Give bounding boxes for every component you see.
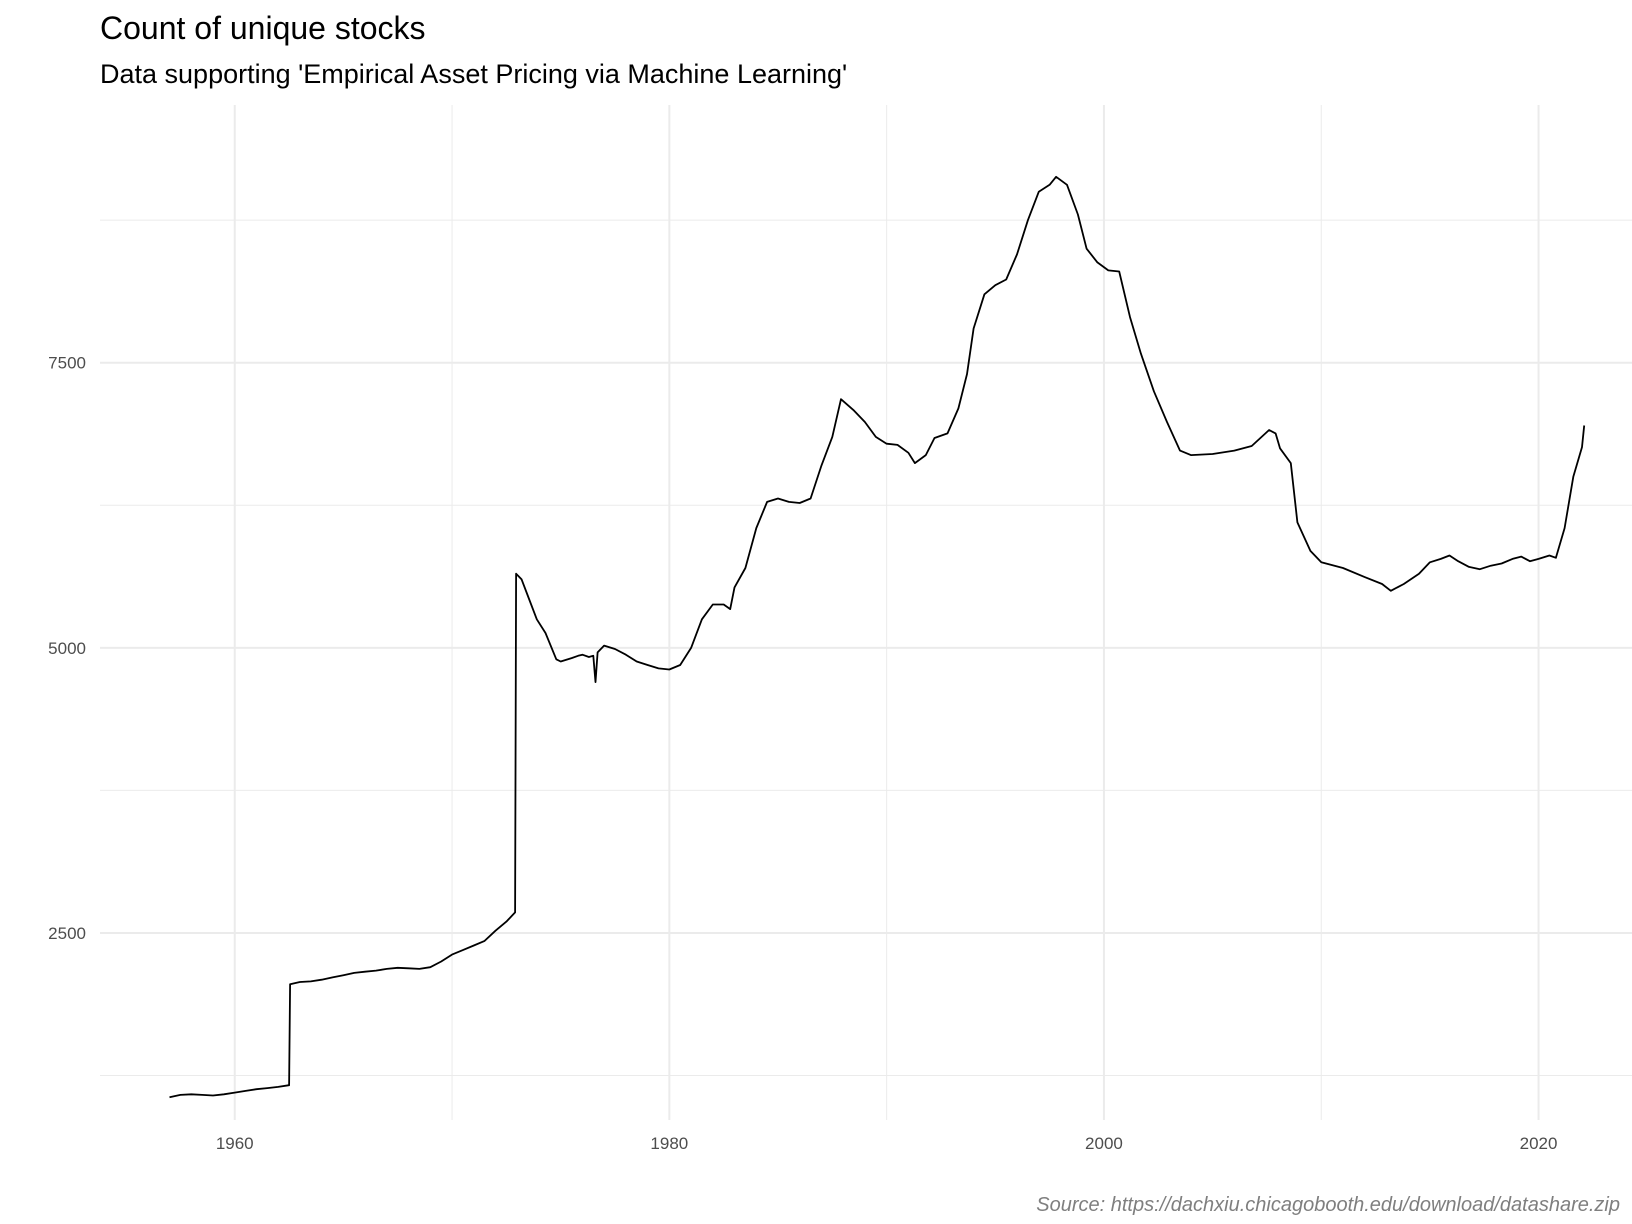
chart-caption: Source: https://dachxiu.chicagobooth.edu… <box>1036 1194 1620 1216</box>
x-tick-label: 2000 <box>1085 1134 1123 1153</box>
y-tick-label: 2500 <box>48 924 86 943</box>
x-tick-label: 1960 <box>216 1134 254 1153</box>
chart-title: Count of unique stocks <box>100 10 426 46</box>
x-tick-label: 1980 <box>650 1134 688 1153</box>
series-layer <box>169 175 1586 1099</box>
grid-lines <box>100 105 1632 1120</box>
y-tick-label: 7500 <box>48 354 86 373</box>
chart-subtitle: Data supporting 'Empirical Asset Pricing… <box>100 59 848 89</box>
series-line <box>169 175 1586 1099</box>
tick-labels: 1960 1980 2000 2020 2500 5000 7500 <box>48 354 1557 1153</box>
y-tick-label: 5000 <box>48 639 86 658</box>
x-tick-label: 2020 <box>1520 1134 1558 1153</box>
